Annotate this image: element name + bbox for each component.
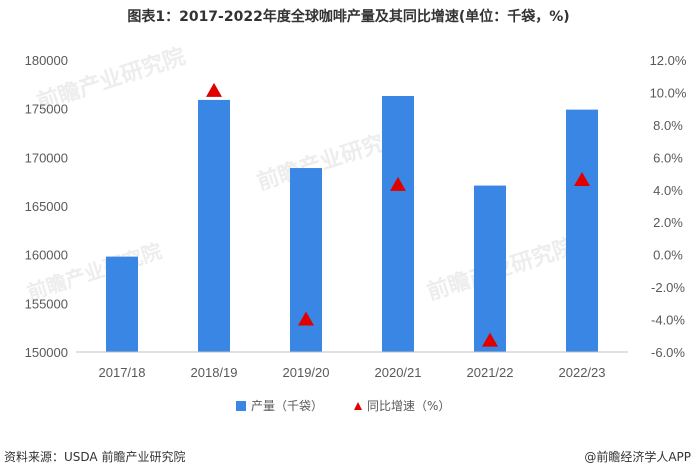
y-tick-label: 155000 — [25, 296, 68, 311]
publisher-credit: @前瞻经济学人APP — [584, 450, 691, 464]
growth-marker-2019-20 — [298, 311, 314, 326]
growth-marker-2021-22 — [482, 332, 498, 347]
growth-marker-2022-23 — [574, 172, 590, 187]
x-tick-label: 2019/20 — [283, 365, 330, 380]
y2-tick-label: 12.0% — [650, 53, 687, 68]
bar-2022-23 — [566, 109, 598, 352]
y-tick-label: 180000 — [25, 53, 68, 68]
bar-2017-18 — [106, 256, 138, 352]
source-note: 资料来源：USDA 前瞻产业研究院 — [4, 450, 186, 464]
x-axis: 2017/18 2018/19 2019/20 2020/21 2021/22 2022/… — [99, 365, 606, 380]
y-tick-label: 170000 — [25, 150, 68, 165]
y-tick-label: 175000 — [25, 102, 68, 117]
growth-marker-2020-21 — [390, 176, 406, 191]
y2-tick-label: -2.0% — [651, 280, 685, 295]
legend: 产量（千袋） 同比增速（%） — [236, 399, 450, 413]
y2-tick-label: 2.0% — [653, 215, 683, 230]
y2-tick-label: 8.0% — [653, 118, 683, 133]
legend-label-production: 产量（千袋） — [251, 399, 323, 413]
y2-tick-label: 6.0% — [653, 150, 683, 165]
y-axis-right: -6.0% -4.0% -2.0% 0.0% 2.0% 4.0% 6.0% 8.0% 10.0%… — [650, 53, 687, 360]
x-tick-label: 2018/19 — [191, 365, 238, 380]
y2-tick-label: -6.0% — [651, 345, 685, 360]
x-tick-label: 2017/18 — [99, 365, 146, 380]
x-tick-label: 2021/22 — [467, 365, 514, 380]
y-tick-label: 160000 — [25, 248, 68, 263]
growth-marker-2018-19 — [206, 82, 222, 97]
legend-marker-growth — [354, 402, 362, 410]
bar-2020-21 — [382, 96, 414, 352]
legend-swatch-production — [236, 401, 246, 411]
legend-label-growth: 同比增速（%） — [367, 399, 450, 413]
y2-tick-label: 4.0% — [653, 183, 683, 198]
y-tick-label: 165000 — [25, 199, 68, 214]
x-tick-label: 2020/21 — [375, 365, 422, 380]
bar-2021-22 — [474, 185, 506, 352]
x-tick-label: 2022/23 — [559, 365, 606, 380]
y2-tick-label: 10.0% — [650, 85, 687, 100]
bar-2018-19 — [198, 99, 230, 352]
bar-series — [106, 96, 598, 352]
y2-tick-label: -4.0% — [651, 313, 685, 328]
y2-tick-label: 0.0% — [653, 248, 683, 263]
y-tick-label: 150000 — [25, 345, 68, 360]
chart-title: 图表1：2017-2022年度全球咖啡产量及其同比增速(单位：千袋，%) — [127, 9, 570, 25]
y-axis-left: 150000 155000 160000 165000 170000 175000 1800… — [25, 53, 68, 360]
growth-series — [206, 82, 590, 347]
